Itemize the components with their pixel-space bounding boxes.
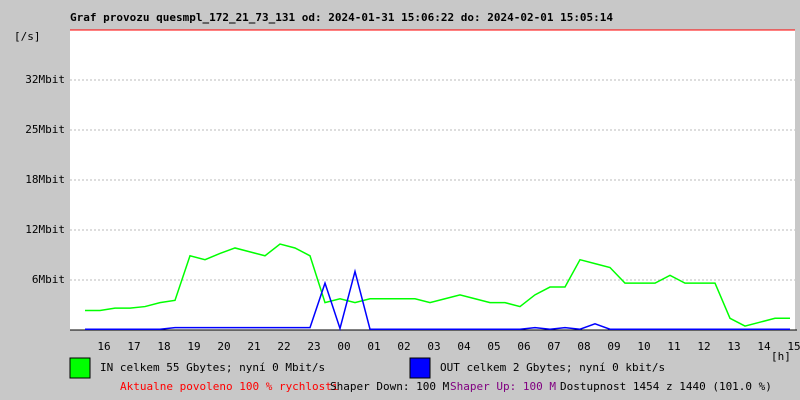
series-line bbox=[85, 243, 790, 327]
x-tick-label: 08 bbox=[577, 340, 590, 353]
x-tick-label: 14 bbox=[757, 340, 771, 353]
x-tick-label: 03 bbox=[427, 340, 440, 353]
x-tick-label: 18 bbox=[157, 340, 170, 353]
x-tick-label: 22 bbox=[277, 340, 290, 353]
footer-allowed: Aktualne povoleno 100 % rychlosti bbox=[120, 380, 339, 393]
x-tick-label: 00 bbox=[337, 340, 350, 353]
x-tick-label: 09 bbox=[607, 340, 620, 353]
x-tick-label: 13 bbox=[727, 340, 740, 353]
y-tick-label: 32Mbit bbox=[25, 73, 65, 86]
y-tick-label: 6Mbit bbox=[32, 273, 65, 286]
x-tick-label: 02 bbox=[397, 340, 410, 353]
x-tick-label: 19 bbox=[187, 340, 200, 353]
x-tick-label: 21 bbox=[247, 340, 260, 353]
y-axis-label: [/s] bbox=[14, 30, 41, 43]
y-tick-label: 18Mbit bbox=[25, 173, 65, 186]
y-tick-label: 12Mbit bbox=[25, 223, 65, 236]
legend-label: OUT celkem 2 Gbytes; nyní 0 kbit/s bbox=[440, 361, 665, 374]
series-line bbox=[85, 268, 790, 332]
x-tick-label: 10 bbox=[637, 340, 650, 353]
x-tick-label: 16 bbox=[97, 340, 110, 353]
footer-shaper-down: Shaper Down: 100 M bbox=[330, 380, 450, 393]
x-tick-label: 07 bbox=[547, 340, 560, 353]
x-tick-label: 01 bbox=[367, 340, 380, 353]
chart-title: Graf provozu quesmpl_172_21_73_131 od: 2… bbox=[70, 11, 613, 24]
x-axis-label: [h] bbox=[771, 350, 791, 363]
x-tick-label: 20 bbox=[217, 340, 230, 353]
footer-availability: Dostupnost 1454 z 1440 (101.0 %) bbox=[560, 380, 772, 393]
x-tick-label: 15 bbox=[787, 340, 800, 353]
legend-label: IN celkem 55 Gbytes; nyní 0 Mbit/s bbox=[100, 361, 325, 374]
x-tick-label: 05 bbox=[487, 340, 500, 353]
footer-shaper-up: Shaper Up: 100 M bbox=[450, 380, 556, 393]
x-tick-label: 04 bbox=[457, 340, 471, 353]
x-tick-label: 23 bbox=[307, 340, 320, 353]
x-tick-label: 06 bbox=[517, 340, 530, 353]
y-tick-label: 25Mbit bbox=[25, 123, 65, 136]
x-tick-label: 12 bbox=[697, 340, 710, 353]
legend-swatch bbox=[409, 357, 431, 379]
legend-swatch bbox=[69, 357, 91, 379]
x-tick-label: 11 bbox=[667, 340, 680, 353]
x-tick-label: 17 bbox=[127, 340, 140, 353]
